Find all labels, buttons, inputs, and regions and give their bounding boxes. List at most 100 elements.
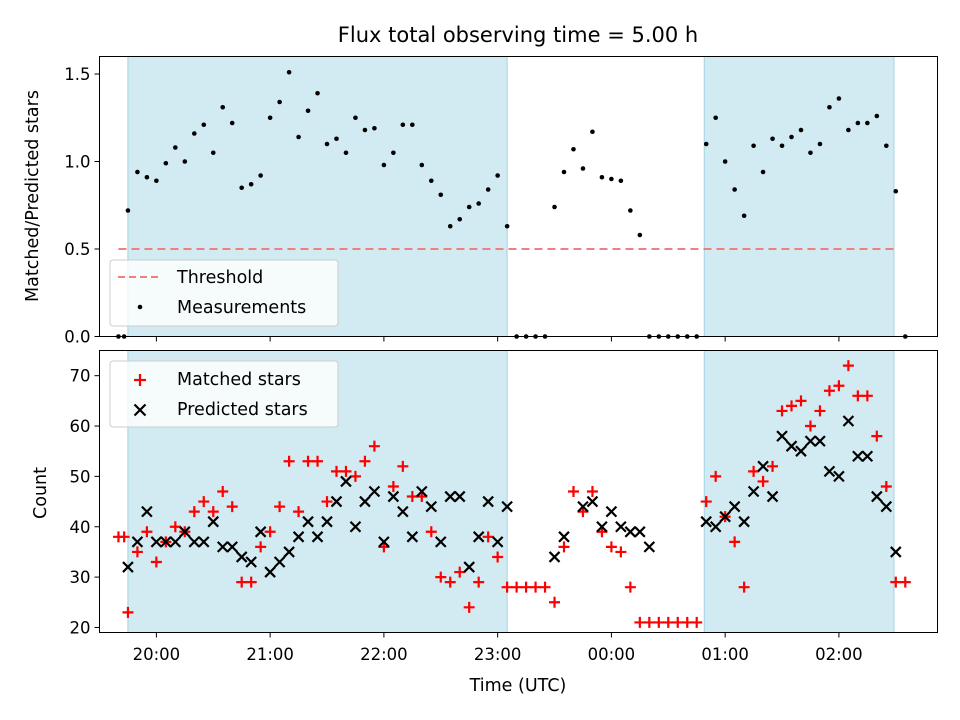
matched-star-point	[634, 616, 646, 628]
top-y-axis-label: Matched/Predicted stars	[23, 90, 43, 302]
measurement-point	[438, 192, 444, 198]
predicted-star-point	[235, 551, 248, 563]
predicted-star-point	[852, 450, 864, 463]
measurement-point	[353, 115, 358, 121]
predicted-star-point	[596, 520, 608, 533]
predicted-star-point	[472, 531, 485, 543]
predicted-star-point	[842, 415, 855, 427]
predicted-star-point	[757, 460, 769, 473]
x-tick-label: 21:00	[246, 645, 294, 664]
predicted-star-point	[785, 440, 798, 452]
predicted-star-point	[292, 531, 305, 543]
matched-star-point	[312, 455, 324, 467]
predicted-star-point	[823, 465, 836, 478]
matched-star-point	[397, 460, 409, 472]
matched-star-point	[823, 385, 835, 397]
matched-star-point	[349, 470, 361, 482]
measurement-point	[893, 188, 899, 194]
measurement-point	[609, 176, 614, 182]
measurement-point	[229, 120, 235, 126]
predicted-star-point	[264, 566, 276, 578]
bottom-y-tick-label: 70	[70, 367, 91, 386]
x-tick-label: 00:00	[588, 645, 636, 664]
x-axis-label: Time (UTC)	[469, 676, 567, 696]
predicted-star-point	[160, 536, 172, 548]
x-tick-label: 20:00	[133, 645, 181, 664]
matched-star-point	[340, 465, 352, 477]
measurement-point	[428, 178, 434, 184]
predicted-star-point	[321, 515, 333, 528]
matched-star-point	[776, 405, 788, 417]
measurement-point	[846, 127, 851, 133]
bottom-legend-box	[109, 360, 339, 428]
predicted-star-point	[709, 520, 722, 533]
predicted-star-point	[624, 526, 637, 538]
measurement-point	[798, 127, 804, 133]
measurement-point	[571, 146, 576, 152]
matched-star-point	[131, 546, 143, 558]
matched-star-point	[118, 531, 130, 543]
measurement-point	[267, 115, 273, 121]
predicted-star-point	[368, 485, 381, 498]
measurement-point	[732, 187, 737, 192]
top-legend-box	[109, 259, 339, 327]
matched-star-point	[435, 571, 447, 583]
measurement-point	[884, 143, 889, 149]
measurement-point	[722, 159, 728, 164]
measurement-point	[817, 141, 823, 147]
measurement-point	[191, 131, 197, 136]
matched-star-point	[217, 486, 229, 497]
predicted-star-point	[605, 505, 618, 518]
matched-star-point	[710, 470, 722, 482]
matched-star-point	[700, 496, 712, 508]
matched-star-point	[804, 420, 816, 432]
matched-star-point	[141, 526, 153, 538]
measurement-point	[381, 162, 387, 168]
bottom-y-axis-label: Count	[31, 467, 51, 519]
matched-star-point	[321, 496, 333, 508]
predicted-star-point	[330, 495, 343, 508]
predicted-star-point	[378, 536, 390, 548]
top-y-tick-label: 1.5	[64, 65, 90, 84]
matched-star-point	[615, 546, 627, 558]
matched-star-point	[226, 501, 238, 513]
bottom-y-tick-label: 50	[70, 467, 91, 486]
matched-star-point	[729, 536, 741, 548]
bottom-legend: Matched stars Predicted stars	[109, 360, 339, 428]
predicted-star-point	[795, 445, 807, 457]
predicted-star-point	[169, 536, 182, 548]
measurements-legend-label: Measurements	[177, 298, 306, 318]
measurement-point	[779, 143, 785, 149]
matched-star-point	[511, 581, 523, 593]
matched-star-point	[786, 400, 798, 412]
predicted-star-point	[463, 561, 475, 573]
measurement-point	[324, 141, 330, 147]
measurement-point	[296, 134, 301, 140]
matched-legend-marker	[134, 374, 146, 386]
predicted-star-point	[558, 531, 570, 543]
matched-star-point	[691, 616, 703, 628]
top-y-tick-label: 0.5	[64, 240, 90, 259]
x-tick-label: 23:00	[474, 645, 522, 664]
matched-star-point	[454, 566, 466, 578]
matched-star-point	[463, 601, 475, 613]
matched-star-point	[605, 541, 617, 553]
matched-star-point	[767, 460, 779, 472]
matched-star-point	[188, 506, 200, 518]
measurement-point	[447, 223, 453, 229]
top-legend: Threshold Measurements	[109, 259, 339, 327]
measurement-point	[599, 174, 605, 180]
matched-star-point	[473, 576, 485, 588]
measurement-point	[865, 120, 870, 126]
predicted-star-point	[643, 541, 656, 553]
measurement-point	[277, 99, 282, 105]
measurement-point	[836, 96, 842, 101]
bottom-y-tick-label: 20	[70, 618, 91, 637]
measurement-point	[590, 129, 595, 135]
measurement-point	[808, 150, 813, 156]
predicted-star-point	[615, 520, 627, 533]
matched-star-point	[520, 581, 532, 593]
matched-star-point	[757, 475, 769, 487]
predicted-star-point	[254, 526, 267, 538]
